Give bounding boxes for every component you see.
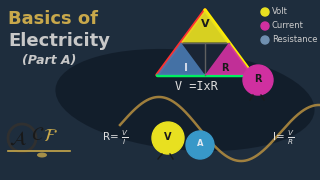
Circle shape — [261, 36, 269, 44]
Text: Basics of: Basics of — [8, 10, 98, 28]
Polygon shape — [205, 42, 253, 75]
Text: Current: Current — [272, 21, 304, 30]
Polygon shape — [157, 42, 205, 75]
Text: R: R — [221, 63, 229, 73]
Text: I: I — [184, 63, 188, 73]
Text: Resistance: Resistance — [272, 35, 317, 44]
Text: R: R — [254, 74, 262, 84]
Circle shape — [152, 122, 184, 154]
Polygon shape — [181, 10, 229, 42]
Circle shape — [261, 8, 269, 16]
Text: $\mathcal{F}$: $\mathcal{F}$ — [43, 127, 57, 145]
Text: I= $\frac{V}{R}$: I= $\frac{V}{R}$ — [272, 129, 294, 147]
Text: V =IxR: V =IxR — [175, 80, 217, 93]
Text: Electricity: Electricity — [8, 32, 110, 50]
Text: V: V — [201, 19, 209, 29]
Ellipse shape — [37, 152, 47, 158]
Ellipse shape — [55, 49, 315, 151]
Text: R= $\frac{V}{I}$: R= $\frac{V}{I}$ — [102, 129, 128, 147]
Circle shape — [186, 131, 214, 159]
Text: Volt: Volt — [272, 8, 288, 17]
Text: V: V — [164, 132, 172, 142]
Text: $\mathcal{A}$: $\mathcal{A}$ — [9, 129, 27, 147]
Text: $\mathcal{C}$: $\mathcal{C}$ — [31, 125, 45, 143]
Circle shape — [243, 65, 273, 95]
Text: (Part A): (Part A) — [22, 54, 76, 67]
Circle shape — [261, 22, 269, 30]
Text: A: A — [197, 140, 203, 148]
Polygon shape — [157, 10, 253, 75]
